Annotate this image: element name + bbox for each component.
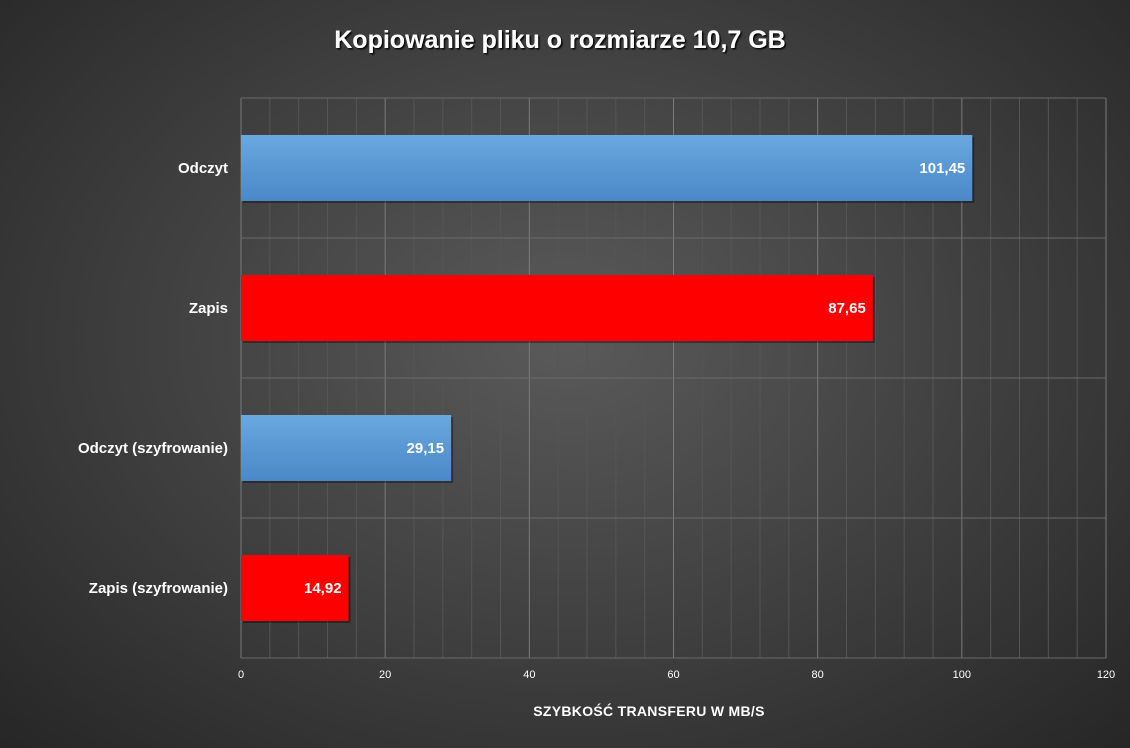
- x-tick-label-60: 60: [667, 669, 679, 681]
- data-label-1: 87,65: [828, 300, 866, 317]
- category-label-1: Zapis: [189, 300, 228, 317]
- bar-3: [241, 555, 349, 621]
- data-label-3: 14,92: [304, 580, 342, 597]
- category-label-3: Zapis (szyfrowanie): [89, 580, 228, 597]
- data-label-0: 101,45: [919, 160, 965, 177]
- category-label-0: Odczyt: [178, 160, 228, 177]
- data-label-2: 29,15: [407, 440, 445, 457]
- chart-title: Kopiowanie pliku o rozmiarze 10,7 GB: [334, 26, 786, 54]
- x-tick-label-100: 100: [953, 669, 971, 681]
- x-tick-label-40: 40: [523, 669, 535, 681]
- category-label-2: Odczyt (szyfrowanie): [78, 440, 228, 457]
- x-axis-title: SZYBKOŚĆ TRANSFERU W MB/S: [533, 702, 765, 719]
- x-axis-ticks: 0 20 40 60 80 100 120: [238, 669, 1115, 681]
- category-labels: Odczyt Zapis Odczyt (szyfrowanie) Zapis (sz…: [78, 160, 228, 597]
- x-tick-label-120: 120: [1097, 669, 1115, 681]
- bar-1: [241, 275, 873, 341]
- bar-2: [241, 415, 452, 481]
- bar-0: [241, 135, 973, 201]
- x-tick-label-0: 0: [238, 669, 244, 681]
- x-tick-label-80: 80: [812, 669, 824, 681]
- x-tick-label-20: 20: [379, 669, 391, 681]
- bars: 101,45 87,65 29,15 14,92: [241, 135, 975, 623]
